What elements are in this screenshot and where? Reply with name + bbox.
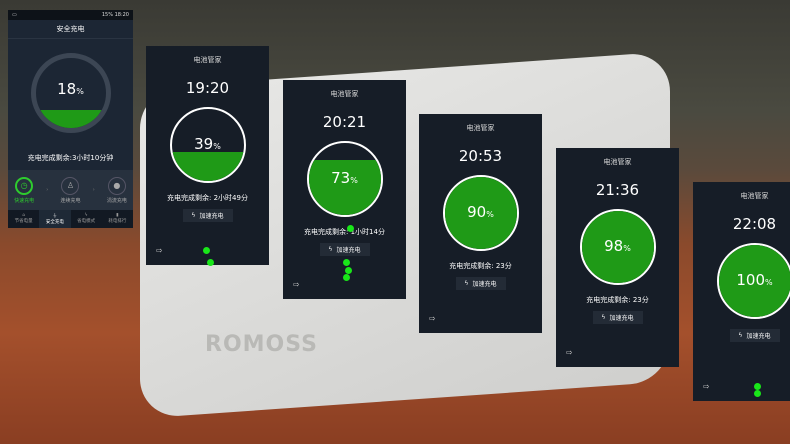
- status-bar: ▭ 15% 18:20: [8, 10, 133, 20]
- battery-percent: 98%: [604, 237, 631, 255]
- brand-logo: ROMOSS: [205, 332, 318, 357]
- time-label: 22:08: [732, 215, 777, 233]
- bars-icon: ▮: [116, 213, 119, 218]
- home-icon: ⌂: [22, 213, 26, 218]
- touch-marker: [754, 383, 761, 390]
- remaining-time: 充电完成剩余:3小时10分钟: [27, 154, 114, 162]
- exit-icon[interactable]: ⇨: [703, 382, 710, 391]
- app-header: 电池管家: [330, 90, 359, 98]
- battery-fill: [718, 245, 790, 317]
- nav-item-0[interactable]: ⌂ 节省电量: [14, 213, 33, 224]
- battery-gauge: 39%: [169, 107, 246, 183]
- touch-marker: [754, 390, 761, 397]
- clock: 18:20: [114, 12, 129, 18]
- battery-gauge: 18%: [30, 53, 111, 133]
- battery-percent: 39%: [194, 135, 221, 153]
- clock-icon: ◷: [15, 176, 34, 195]
- battery-manager-screen: 电池管家 20:53 90% 充电完成剩余: 23分 ϟ 加速充电 ⇨: [419, 114, 542, 333]
- bolt-icon: ϟ: [191, 212, 196, 219]
- nav-item-1[interactable]: ⏚ 安全充电: [39, 210, 71, 228]
- nav-item-3[interactable]: ▮ 耗电排行: [108, 213, 127, 224]
- battery-fill: [308, 159, 381, 215]
- remaining-time: 充电完成剩余: 23分: [586, 296, 649, 304]
- time-label: 20:53: [458, 147, 503, 165]
- notification-icon: ▭: [12, 12, 17, 18]
- boost-charge-button[interactable]: ϟ 加速充电: [729, 329, 780, 342]
- touch-marker: [207, 259, 214, 266]
- step-2: ● 涓流充电: [107, 176, 127, 204]
- battery-fill: [35, 110, 106, 128]
- boost-charge-button[interactable]: ϟ 加速充电: [455, 277, 506, 290]
- boost-charge-button[interactable]: ϟ 加速充电: [319, 243, 370, 256]
- time-label: 19:20: [185, 79, 230, 97]
- app-header: 电池管家: [740, 192, 769, 200]
- nav-item-2[interactable]: ϟ 省电模式: [77, 213, 96, 224]
- charge-steps: ◷ 快速充电 › ♙ 连续充电 › ● 涓流充电: [8, 170, 133, 210]
- time-label: 20:21: [322, 113, 367, 131]
- touch-marker: [203, 247, 210, 254]
- battery-fill: [581, 211, 654, 283]
- chevron-right-icon: ›: [46, 187, 49, 193]
- boost-charge-button[interactable]: ϟ 加速充电: [592, 311, 643, 324]
- battery-manager-screen: 电池管家 21:36 98% 充电完成剩余: 23分 ϟ 加速充电 ⇨: [556, 148, 679, 367]
- exit-icon[interactable]: ⇨: [293, 280, 300, 289]
- battery-gauge: 100%: [716, 243, 790, 319]
- battery-manager-screen: 电池管家 22:08 100% ϟ 加速充电 ⇨: [693, 182, 790, 401]
- step-1: ♙ 连续充电: [60, 176, 81, 204]
- drop-icon: ●: [107, 176, 126, 195]
- screen-title: 安全充电: [8, 20, 133, 39]
- touch-marker: [343, 274, 350, 281]
- chevron-right-icon: ›: [92, 187, 95, 193]
- touch-marker: [347, 225, 354, 232]
- exit-icon[interactable]: ⇨: [156, 246, 163, 255]
- bolt-icon: ϟ: [84, 213, 88, 218]
- bolt-icon: ϟ: [464, 280, 469, 287]
- battery-percent: 18%: [57, 80, 84, 98]
- touch-marker: [343, 259, 350, 266]
- battery-manager-screen: 电池管家 19:20 39% 充电完成剩余: 2小时49分 ϟ 加速充电 ⇨: [146, 46, 269, 265]
- remaining-time: 充电完成剩余: 1小时14分: [304, 228, 385, 236]
- battery-gauge: 98%: [579, 209, 656, 285]
- battery-percent: 73%: [331, 169, 358, 187]
- plug-icon: ⏚: [52, 214, 58, 219]
- exit-icon[interactable]: ⇨: [429, 314, 436, 323]
- app-header: 电池管家: [603, 158, 632, 166]
- exit-icon[interactable]: ⇨: [566, 348, 573, 357]
- bolt-icon: ϟ: [328, 246, 333, 253]
- battery-percent: 100%: [736, 271, 773, 289]
- battery-fill: [444, 177, 517, 249]
- touch-marker: [345, 267, 352, 274]
- battery-gauge: 73%: [306, 141, 383, 217]
- bell-icon: ♙: [61, 176, 80, 195]
- remaining-time: 充电完成剩余: 2小时49分: [167, 194, 248, 202]
- app-header: 电池管家: [466, 124, 495, 132]
- boost-charge-button[interactable]: ϟ 加速充电: [182, 209, 233, 222]
- bolt-icon: ϟ: [738, 332, 743, 339]
- remaining-time: 充电完成剩余: 23分: [449, 262, 512, 270]
- battery-level: 15%: [101, 12, 113, 18]
- battery-manager-screen: 电池管家 20:21 73% 充电完成剩余: 1小时14分 ϟ 加速充电 ⇨: [283, 80, 406, 299]
- bottom-nav: ⌂ 节省电量 ⏚ 安全充电 ϟ 省电模式 ▮ 耗电排行: [8, 210, 133, 228]
- battery-fill: [171, 151, 244, 181]
- step-0: ◷ 快速充电: [14, 176, 34, 204]
- battery-percent: 90%: [467, 203, 494, 221]
- app-header: 电池管家: [193, 56, 222, 64]
- safe-charge-screen: ▭ 15% 18:20 安全充电 18% 充电完成剩余:3小时10分钟 ◷ 快速充电…: [8, 10, 133, 228]
- battery-gauge: 90%: [442, 175, 519, 251]
- bolt-icon: ϟ: [601, 314, 606, 321]
- time-label: 21:36: [595, 181, 640, 199]
